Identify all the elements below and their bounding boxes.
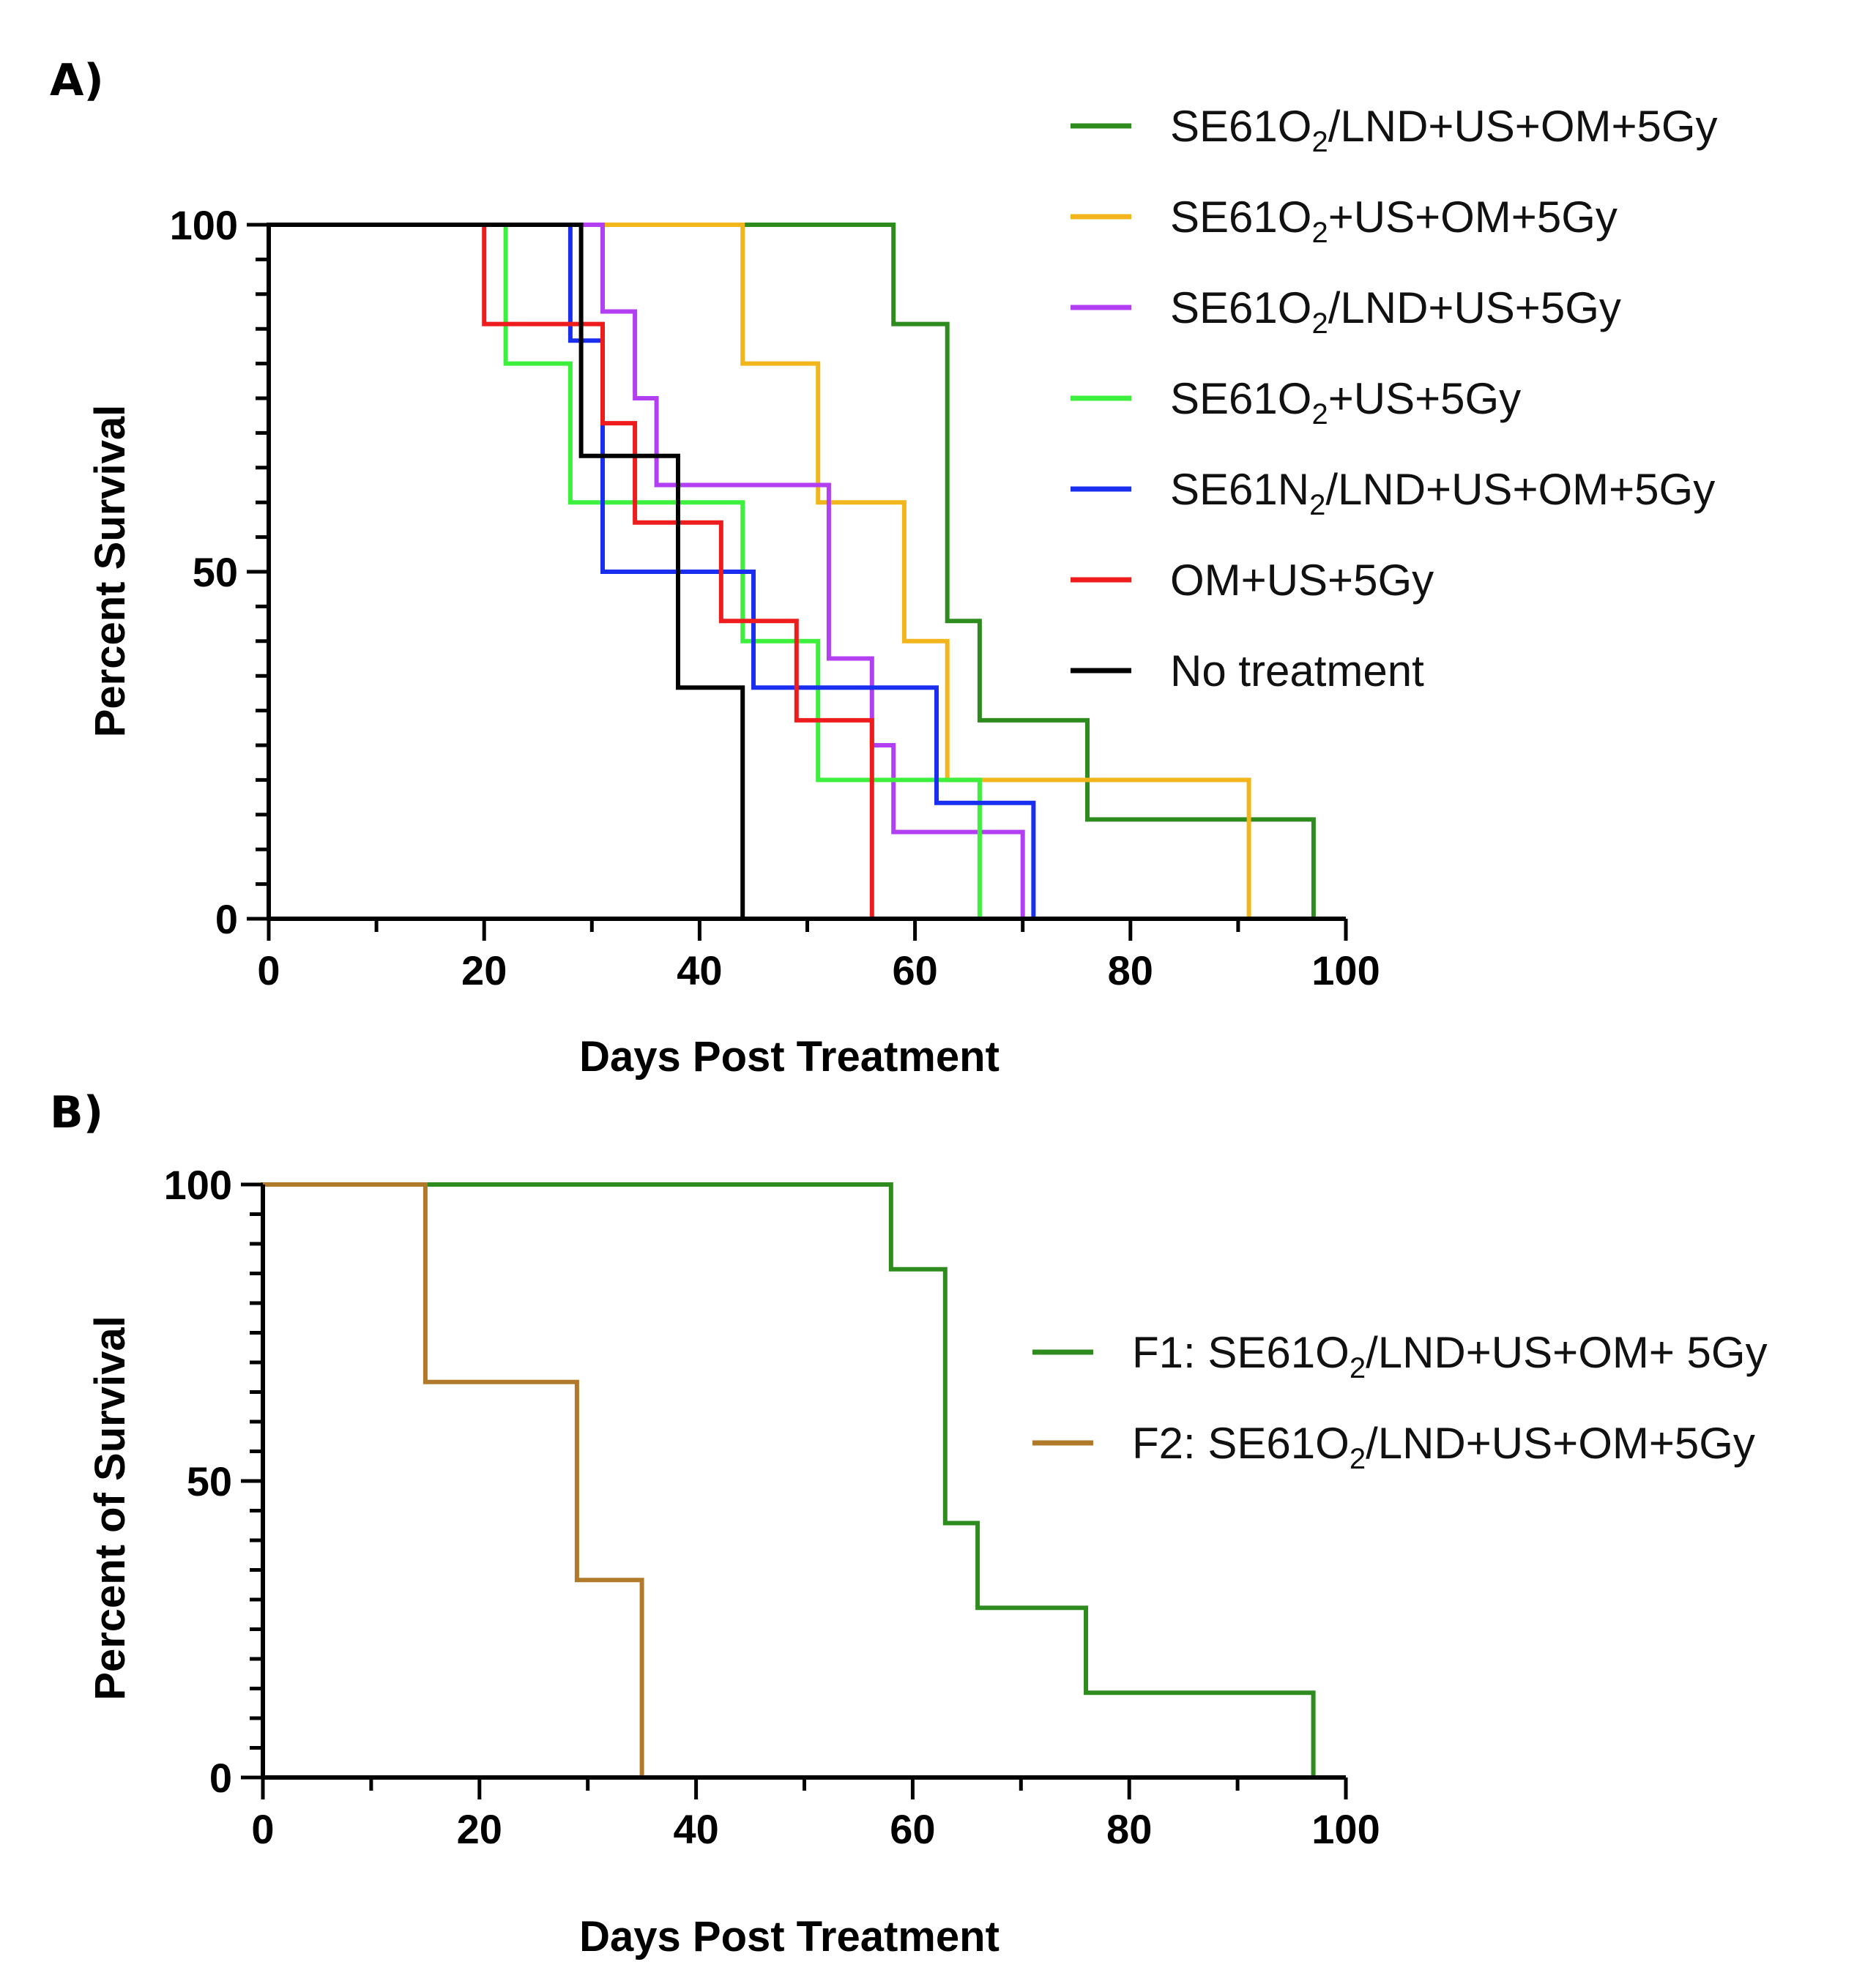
panel-a-axes: 0 20 40 60 80 100 0 50 100	[170, 202, 1380, 993]
x-tick-label: 20	[457, 1806, 502, 1852]
legend-label: SE61O2/LND+US+OM+5Gy	[1170, 102, 1718, 158]
legend-item-se61o2-us-5gy: SE61O2+US+5Gy	[1071, 374, 1521, 430]
x-tick-label: 40	[673, 1806, 718, 1852]
panel-b-legend: F1: SE61O2/LND+US+OM+ 5Gy F2: SE61O2/LND+…	[1032, 1328, 1768, 1475]
series-line-f2-se61o2-lnd-us-om-5gy	[261, 1182, 644, 1780]
legend-label: F2: SE61O2/LND+US+OM+5Gy	[1132, 1419, 1755, 1475]
x-tick-label: 80	[1106, 1806, 1152, 1852]
legend-label: SE61O2+US+5Gy	[1170, 374, 1521, 430]
x-tick-label: 60	[890, 1806, 935, 1852]
legend-item-se61n2-lnd-us-om-5gy: SE61N2/LND+US+OM+5Gy	[1071, 465, 1715, 521]
legend-label: OM+US+5Gy	[1170, 556, 1434, 605]
legend-item-se61o2-lnd-us-om-5gy: SE61O2/LND+US+OM+5Gy	[1071, 102, 1718, 158]
legend-item-se61o2-us-om-5gy: SE61O2+US+OM+5Gy	[1071, 193, 1618, 249]
panel-a-x-axis-title: Days Post Treatment	[579, 1033, 1000, 1081]
legend-label: SE61N2/LND+US+OM+5Gy	[1170, 465, 1715, 521]
series-line-om-us-5gy	[267, 223, 874, 921]
panel-a-y-axis-title: Percent Survival	[86, 405, 134, 738]
legend-item-no-treatment: No treatment	[1071, 646, 1424, 695]
legend-item-f1-se61o2-lnd-us-om-5gy: F1: SE61O2/LND+US+OM+ 5Gy	[1032, 1328, 1768, 1384]
x-tick-label: 20	[461, 947, 507, 993]
panel-b: B) 0 20 40 60 80 100 0 50 100 Days Post Treatmen…	[50, 1087, 1768, 1961]
legend-item-se61o2-lnd-us-5gy: SE61O2/LND+US+5Gy	[1071, 283, 1621, 340]
x-tick-label: 0	[251, 1806, 274, 1852]
panel-a-plot-area	[267, 223, 1316, 921]
series-line-se61o2-lnd-us-om-5gy	[267, 223, 1316, 921]
panel-a-legend: SE61O2/LND+US+OM+5Gy SE61O2+US+OM+5Gy SE61…	[1071, 102, 1718, 695]
panel-a-label: A)	[50, 55, 104, 106]
x-tick-label: 80	[1108, 947, 1153, 993]
y-tick-label: 50	[187, 1458, 232, 1504]
y-tick-label: 100	[164, 1162, 232, 1208]
x-tick-label: 0	[257, 947, 280, 993]
panel-a: A) 0 20 40 60 80 100 0 50 100 Days Post Treatmen…	[50, 55, 1718, 1081]
panel-b-x-axis-title: Days Post Treatment	[579, 1913, 1000, 1961]
series-line-f1-se61o2-lnd-us-om-5gy	[261, 1182, 1316, 1780]
legend-label: SE61O2+US+OM+5Gy	[1170, 193, 1618, 249]
legend-item-f2-se61o2-lnd-us-om-5gy: F2: SE61O2/LND+US+OM+5Gy	[1032, 1419, 1755, 1475]
x-tick-label: 60	[892, 947, 937, 993]
x-tick-label: 100	[1311, 947, 1380, 993]
panel-b-axes: 0 20 40 60 80 100 0 50 100	[164, 1162, 1380, 1852]
x-tick-label: 100	[1311, 1806, 1380, 1852]
series-line-se61o2-us-om-5gy	[267, 223, 1251, 921]
series-line-no-treatment	[267, 223, 745, 921]
series-line-se61n2-lnd-us-om-5gy	[267, 223, 1036, 921]
y-tick-label: 0	[215, 896, 238, 942]
legend-label: F1: SE61O2/LND+US+OM+ 5Gy	[1132, 1328, 1768, 1384]
legend-item-om-us-5gy: OM+US+5Gy	[1071, 556, 1434, 605]
panel-b-label: B)	[50, 1087, 103, 1138]
x-tick-label: 40	[677, 947, 722, 993]
y-tick-label: 50	[193, 549, 238, 595]
legend-label: No treatment	[1170, 646, 1424, 695]
y-tick-label: 100	[170, 202, 238, 248]
series-line-se61o2-lnd-us-5gy	[267, 223, 1025, 921]
legend-label: SE61O2/LND+US+5Gy	[1170, 283, 1621, 340]
panel-b-y-axis-title: Percent of Survival	[86, 1316, 134, 1700]
y-tick-label: 0	[209, 1755, 232, 1801]
panel-b-plot-area	[261, 1182, 1316, 1780]
